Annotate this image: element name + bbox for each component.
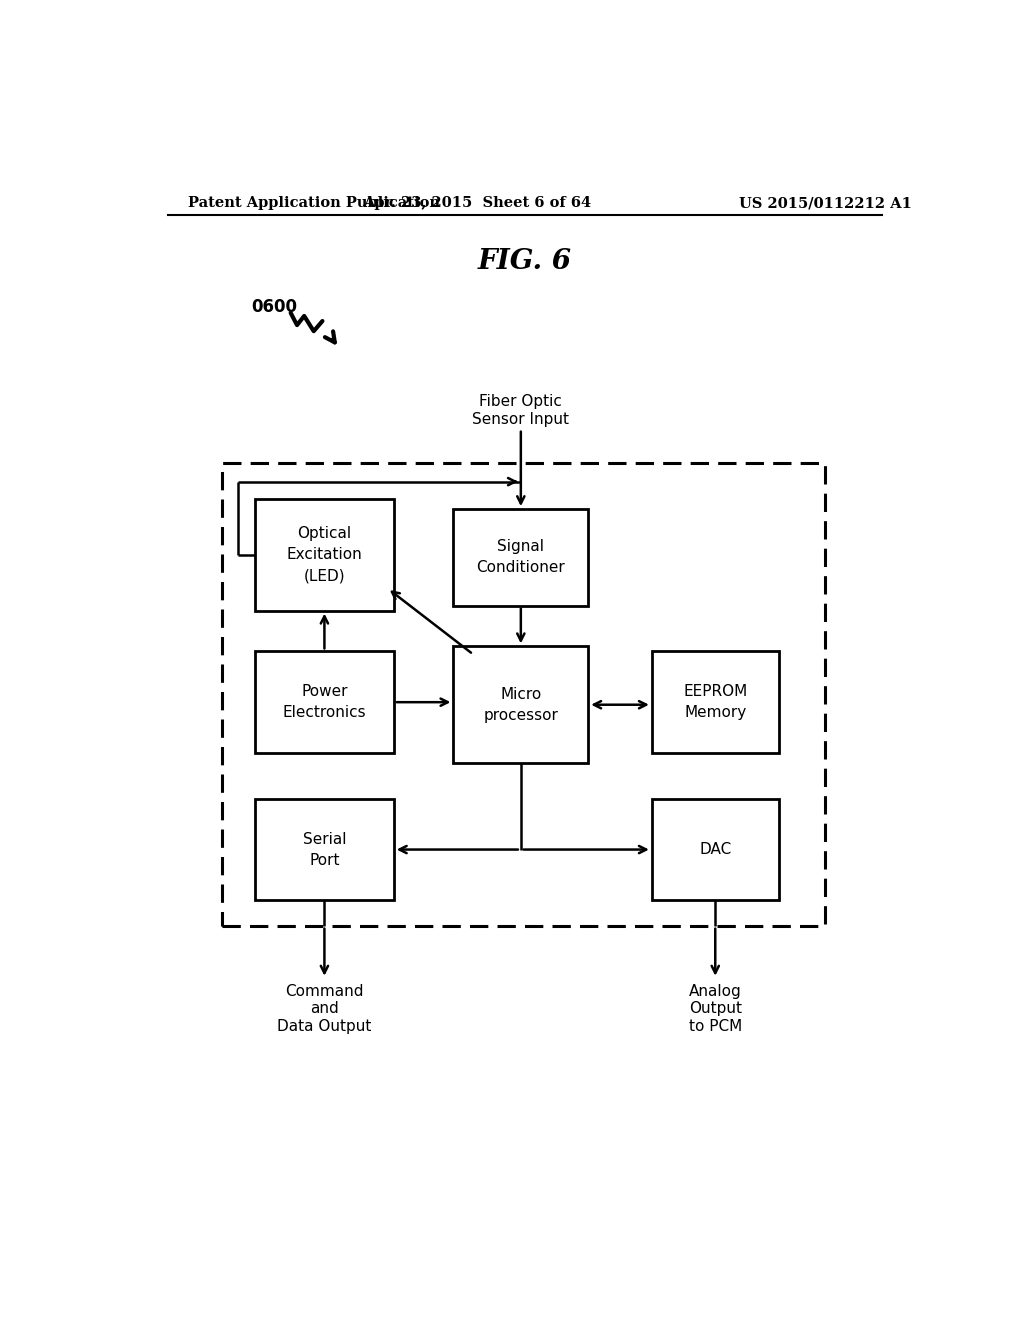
Text: Serial
Port: Serial Port (303, 832, 346, 867)
Bar (454, 647, 588, 763)
Text: DAC: DAC (699, 842, 731, 857)
Bar (652, 651, 779, 752)
Text: Micro
processor: Micro processor (483, 686, 558, 723)
Text: Power
Electronics: Power Electronics (283, 684, 367, 721)
Bar (221, 463, 824, 925)
Text: Signal
Conditioner: Signal Conditioner (476, 540, 565, 576)
Text: Apr. 23, 2015  Sheet 6 of 64: Apr. 23, 2015 Sheet 6 of 64 (364, 197, 591, 210)
Text: Fiber Optic
Sensor Input: Fiber Optic Sensor Input (472, 395, 569, 426)
Bar (255, 499, 394, 611)
Text: FIG. 6: FIG. 6 (478, 248, 571, 275)
Bar (652, 799, 779, 900)
Text: 0600: 0600 (251, 298, 297, 315)
Text: EEPROM
Memory: EEPROM Memory (683, 684, 748, 721)
Bar (255, 651, 394, 752)
Text: Optical
Excitation
(LED): Optical Excitation (LED) (287, 527, 362, 583)
Bar (255, 799, 394, 900)
Text: US 2015/0112212 A1: US 2015/0112212 A1 (739, 197, 912, 210)
Text: Command
and
Data Output: Command and Data Output (278, 983, 372, 1034)
Bar (454, 510, 588, 606)
Text: Patent Application Publication: Patent Application Publication (187, 197, 439, 210)
Text: Analog
Output
to PCM: Analog Output to PCM (688, 983, 742, 1034)
